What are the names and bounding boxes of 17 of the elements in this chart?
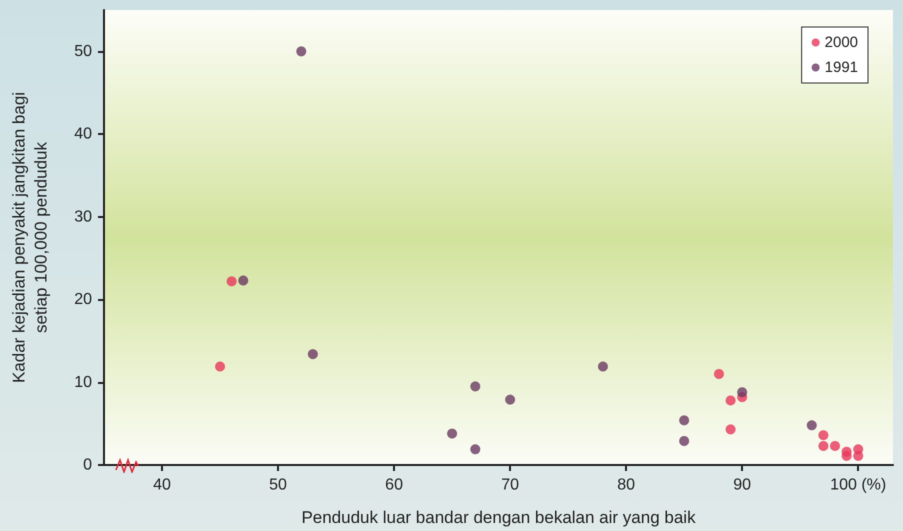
y-tick-label: 10 [74,374,92,391]
x-tick-label: 100 (%) [830,476,886,494]
x-tick-label: 50 [269,476,288,494]
legend-label: 1991 [824,59,858,76]
legend-label: 2000 [824,34,858,51]
y-tick-label: 30 [74,208,92,226]
y-tick-label: 40 [74,126,92,143]
x-axis-title: Penduduk luar bandar dengan bekalan air yang baik [301,508,696,527]
x-tick-label: 60 [385,476,404,494]
x-tick-label: 40 [153,476,172,494]
y-tick-label: 0 [83,456,92,474]
x-tick-label: 80 [617,476,636,494]
y-tick-label: 20 [74,291,92,308]
y-tick-label: 50 [74,42,92,60]
y-axis-title: Kadar kejadian penyakit jangkitan bagi setiap 100,000 penduduk [10,92,50,384]
x-tick-label: 90 [733,476,752,494]
x-tick-label: 70 [501,476,520,494]
